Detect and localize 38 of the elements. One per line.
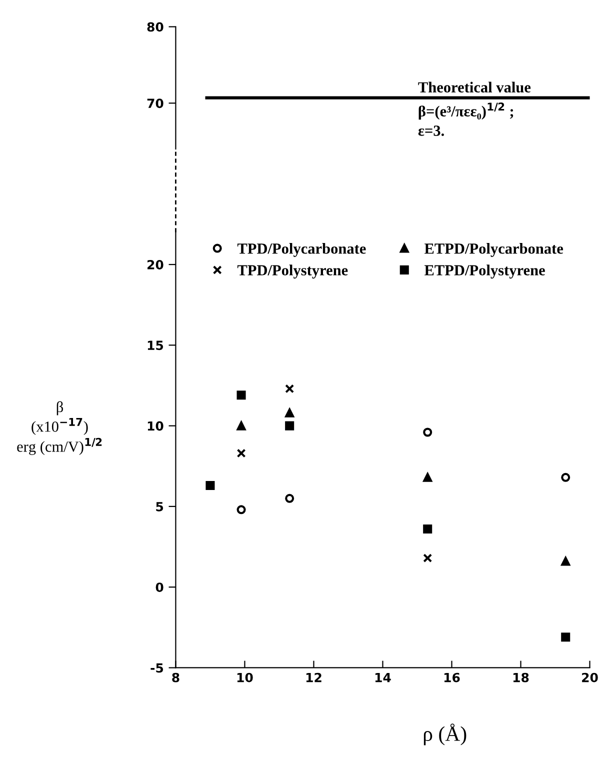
point [236, 448, 246, 458]
legend-label: TPD/Polycarbonate [237, 243, 366, 257]
x-tick-label: 20 [582, 672, 598, 682]
point [285, 408, 294, 418]
point [423, 428, 432, 437]
point [285, 384, 294, 394]
point [423, 554, 432, 563]
text: Theoretical value β=(e³/πεε₀)$^{1/2}$ ; ε=3. [418, 82, 531, 136]
point [236, 421, 246, 430]
y-tick-label: -5 [150, 663, 164, 673]
x-tick-label: 16 [444, 672, 460, 682]
legend-label: ETPD/Polycarbonate [424, 243, 564, 257]
x-tick-label: 10 [237, 672, 253, 682]
y-tick-label: 70 [147, 98, 164, 108]
x-tick-label: 14 [375, 672, 391, 682]
y-tick-label: 10 [148, 421, 164, 431]
point [285, 494, 294, 503]
y-tick-label: 80 [147, 22, 164, 32]
legend-label: TPD/Polystyrene [237, 264, 348, 279]
y-tick-label: 20 [148, 260, 164, 270]
x-tick-label: 8 [172, 672, 180, 682]
y-axis-title: β (x10$^{−17}$) erg (cm/V)$^{1/2}$ [17, 401, 102, 455]
point [236, 390, 246, 400]
point [561, 556, 570, 566]
point [285, 421, 294, 430]
point [561, 472, 570, 482]
point [561, 632, 570, 642]
x-axis-title: ρ (Å) [424, 724, 466, 746]
y-tick-label: 0 [156, 582, 164, 592]
point [236, 505, 246, 514]
legend-label: ETPD/Polystyrene [424, 264, 545, 279]
x-tick-label: 12 [306, 672, 322, 682]
point [423, 524, 432, 534]
point [206, 480, 215, 490]
point [423, 472, 432, 482]
x-tick-label: 18 [513, 672, 529, 682]
y-tick-label: 15 [148, 340, 164, 350]
y-tick-label: 5 [156, 502, 164, 512]
